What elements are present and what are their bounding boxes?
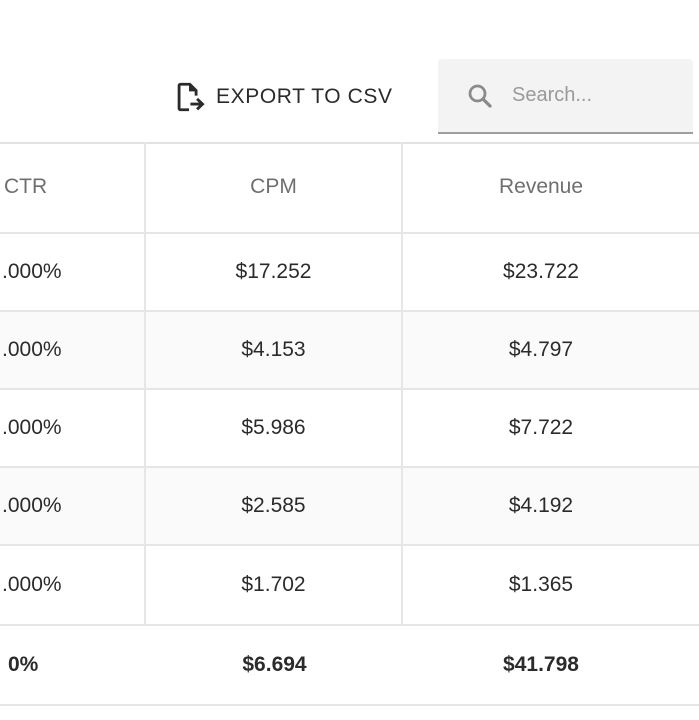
column-header-revenue[interactable]: Revenue xyxy=(403,142,699,232)
column-header-revenue-label: Revenue xyxy=(498,175,584,198)
table-row: .000% $2.585 $4.192 xyxy=(0,468,699,546)
cell-revenue: $23.722 xyxy=(503,260,579,283)
export-to-csv-label: EXPORT TO CSV xyxy=(216,85,393,108)
column-header-cpm-label: CPM xyxy=(250,175,297,198)
total-cpm: $6.694 xyxy=(242,653,307,676)
column-header-cpm[interactable]: CPM xyxy=(146,142,403,232)
search-input[interactable] xyxy=(510,83,684,108)
file-export-icon xyxy=(172,80,206,114)
cell-ctr: .000% xyxy=(0,468,146,544)
cell-cpm: $4.153 xyxy=(146,312,403,388)
total-revenue: $41.798 xyxy=(503,653,579,676)
table-top-divider xyxy=(0,142,699,144)
cell-cpm: $17.252 xyxy=(146,234,403,310)
cell-revenue: $4.192 xyxy=(508,494,574,517)
table-toolbar: EXPORT TO CSV xyxy=(0,0,699,142)
cell-revenue: $7.722 xyxy=(508,416,574,439)
table-totals-row: 0% $6.694 $41.798 xyxy=(0,626,699,706)
cell-ctr: .000% xyxy=(0,546,146,624)
cell-ctr: .000% xyxy=(0,234,146,310)
column-header-ctr-label: CTR xyxy=(4,175,48,198)
search-icon xyxy=(465,81,495,111)
table-row: .000% $1.702 $1.365 xyxy=(0,546,699,626)
search-field[interactable] xyxy=(438,59,693,134)
table-header-row: CTR CPM Revenue xyxy=(0,142,699,234)
cell-ctr: .000% xyxy=(0,390,146,466)
table-row: .000% $17.252 $23.722 xyxy=(0,234,699,312)
cell-cpm: $5.986 xyxy=(146,390,403,466)
cell-cpm: $1.702 xyxy=(146,546,403,624)
export-to-csv-button[interactable]: EXPORT TO CSV xyxy=(172,78,393,116)
cell-ctr: .000% xyxy=(0,312,146,388)
table-row: .000% $5.986 $7.722 xyxy=(0,390,699,468)
table-row: .000% $4.153 $4.797 xyxy=(0,312,699,390)
cell-revenue: $1.365 xyxy=(508,573,574,596)
total-ctr: 0% xyxy=(8,653,39,676)
cell-revenue: $4.797 xyxy=(508,338,574,361)
column-header-ctr[interactable]: CTR xyxy=(0,142,146,232)
cell-cpm: $2.585 xyxy=(146,468,403,544)
